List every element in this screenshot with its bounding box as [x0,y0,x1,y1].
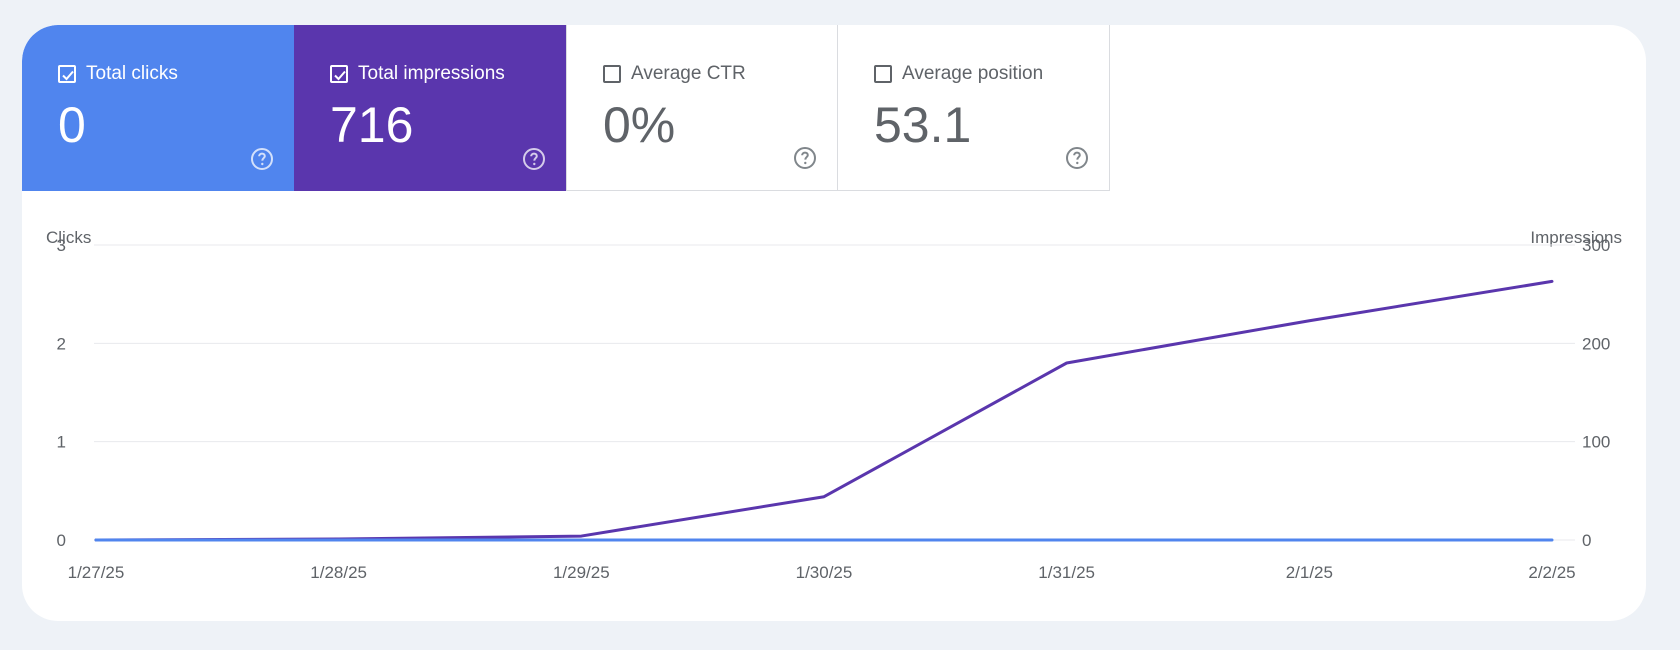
chart-gridlines [94,244,1575,541]
metric-value: 0% [603,97,676,153]
metric-card-header: Total impressions [330,63,505,85]
metric-card-header: Average CTR [603,63,746,85]
metric-card-total-clicks[interactable]: Total clicks 0 [22,25,294,191]
checkbox-empty-icon[interactable] [874,65,892,83]
right-axis-title: Impressions [1530,228,1622,247]
metric-cards: Total clicks 0 Total impressions 716 [22,25,1110,191]
metric-label: Total clicks [86,63,178,84]
x-axis-ticks: 1/27/25 1/28/25 1/29/25 1/30/25 1/31/25 2/1/2… [68,563,1576,582]
performance-chart: Clicks Impressions 0 1 2 3 0 100 200 300 1/27/… [46,228,1622,582]
left-axis-tick-label: 0 [57,531,66,550]
x-axis-tick-label: 2/1/25 [1286,563,1333,582]
checkbox-checked-icon[interactable] [330,65,348,83]
left-axis-tick-label: 3 [57,236,66,255]
metric-value: 716 [330,97,414,153]
performance-panel: Total clicks 0 Total impressions 716 [22,25,1646,621]
right-axis-tick-label: 300 [1582,236,1610,255]
right-axis-ticks: 0 100 200 300 [1582,236,1610,550]
checkbox-empty-icon[interactable] [603,65,621,83]
metric-card-average-position[interactable]: Average position 53.1 [838,25,1110,191]
metric-card-header: Total clicks [58,63,178,85]
metric-card-average-ctr[interactable]: Average CTR 0% [566,25,838,191]
metric-value: 53.1 [874,97,972,153]
left-axis-ticks: 0 1 2 3 [57,236,66,550]
right-axis-tick-label: 0 [1582,531,1591,550]
left-axis-tick-label: 2 [57,334,66,353]
chart-series [94,279,1554,542]
metric-label: Average CTR [631,63,746,84]
metric-label: Total impressions [358,63,505,84]
help-circle-icon[interactable] [1065,146,1089,170]
help-circle-icon[interactable] [522,147,546,171]
right-axis-tick-label: 200 [1582,334,1610,353]
right-axis-tick-label: 100 [1582,433,1610,452]
metric-card-total-impressions[interactable]: Total impressions 716 [294,25,566,191]
checkbox-checked-icon[interactable] [58,65,76,83]
x-axis-tick-label: 1/28/25 [310,563,367,582]
metric-card-header: Average position [874,63,1043,85]
left-axis-tick-label: 1 [57,433,66,452]
help-circle-icon[interactable] [250,147,274,171]
x-axis-tick-label: 2/2/25 [1528,563,1575,582]
x-axis-tick-label: 1/31/25 [1038,563,1095,582]
impressions-series-line [94,279,1554,542]
x-axis-tick-label: 1/29/25 [553,563,610,582]
x-axis-tick-label: 1/27/25 [68,563,125,582]
left-axis-title: Clicks [46,228,91,247]
metric-value: 0 [58,97,86,153]
x-axis-tick-label: 1/30/25 [796,563,853,582]
help-circle-icon[interactable] [793,146,817,170]
metric-label: Average position [902,63,1044,84]
